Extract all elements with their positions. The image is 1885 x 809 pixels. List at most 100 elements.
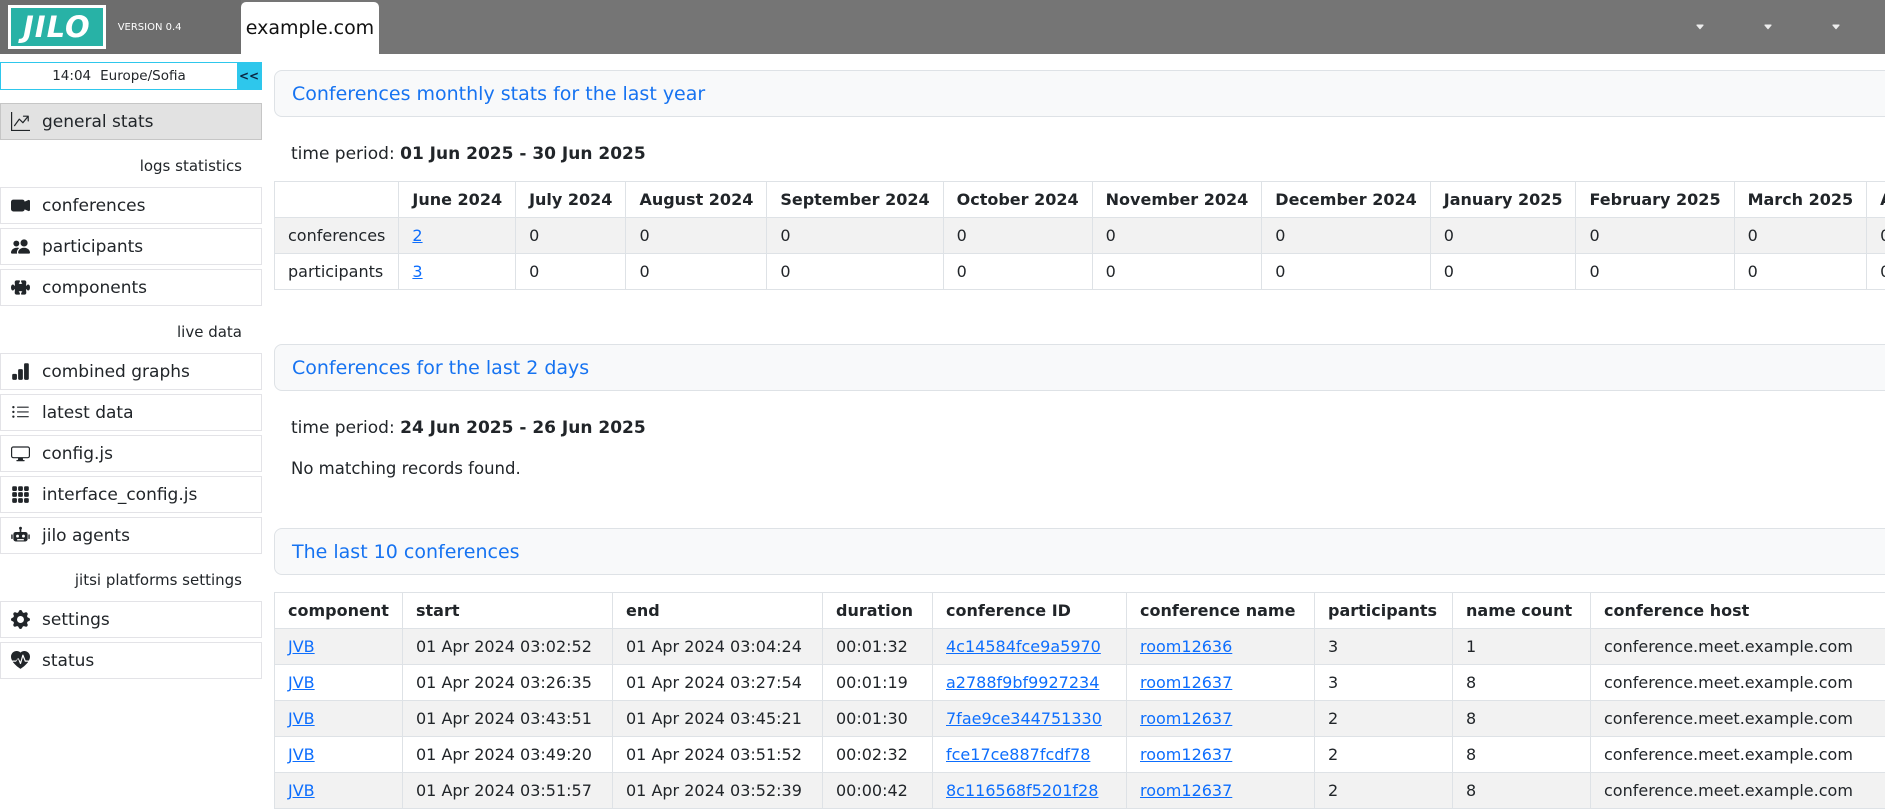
sidebar-item-label: combined graphs — [42, 361, 190, 382]
app-version: VERSION 0.4 — [117, 21, 182, 33]
table-link[interactable]: JVB — [288, 673, 315, 692]
sidebar-item-participants[interactable]: participants — [0, 228, 262, 265]
column-header: duration — [822, 592, 933, 629]
sidebar-section-label-platforms: jitsi platforms settings — [74, 571, 242, 589]
sidebar-item-jilo-agents[interactable]: jilo agents — [0, 517, 262, 554]
table-link[interactable]: room12637 — [1140, 745, 1233, 764]
last-10-conferences-table: component start end duration conference ID co… — [274, 592, 1885, 809]
table-link[interactable]: room12637 — [1140, 781, 1233, 800]
table-link[interactable]: a2788f9bf9927234 — [946, 673, 1100, 692]
table-cell: JVB — [274, 736, 403, 773]
card-header-last-10-conferences: The last 10 conferences — [274, 528, 1885, 575]
sidebar-item-interface-config-js[interactable]: interface_config.js — [0, 476, 262, 513]
table-cell: 0 — [766, 217, 944, 254]
sidebar-item-general-stats[interactable]: general stats — [0, 103, 262, 140]
sidebar-menu: general stats logs statistics conference… — [0, 103, 262, 679]
table-cell: fce17ce887fcdf78 — [932, 736, 1127, 773]
card-title: The last 10 conferences — [292, 540, 520, 563]
column-header: July 2024 — [515, 181, 627, 218]
table-link[interactable]: 3 — [412, 262, 423, 281]
table-header-row: June 2024 July 2024 August 2024 September 2… — [273, 181, 1885, 218]
table-cell: 0 — [942, 253, 1093, 290]
table-cell: 01 Apr 2024 03:27:54 — [612, 664, 823, 701]
column-header: April 2025 — [1866, 181, 1885, 218]
table-link[interactable]: JVB — [288, 709, 315, 728]
table-link[interactable]: room12637 — [1140, 673, 1233, 692]
clock-timezone: Europe/Sofia — [100, 68, 186, 84]
table-cell: room12637 — [1126, 736, 1315, 773]
column-header: August 2024 — [625, 181, 768, 218]
platform-tab-example-com[interactable]: example.com — [241, 2, 379, 54]
table-cell: 0 — [1733, 217, 1868, 254]
gear-icon — [11, 610, 30, 629]
table-row: JVB 01 Apr 2024 03:51:57 01 Apr 2024 03:52… — [274, 772, 1885, 809]
sidebar-item-combined-graphs[interactable]: combined graphs — [0, 353, 262, 390]
table-link[interactable]: JVB — [288, 637, 315, 656]
table-cell: 01 Apr 2024 03:43:51 — [402, 700, 613, 737]
table-link[interactable]: room12637 — [1140, 709, 1233, 728]
no-records-message: No matching records found. — [291, 459, 521, 478]
time-period-monthly: time period: 01 Jun 2025 - 30 Jun 2025 — [291, 144, 1885, 164]
sidebar-item-latest-data[interactable]: latest data — [0, 394, 262, 431]
user-menu-toggle[interactable] — [276, 22, 1705, 72]
table-cell: 01 Apr 2024 03:26:35 — [402, 664, 613, 701]
chevron-down-icon — [1696, 24, 1704, 30]
table-cell: 0 — [1261, 253, 1431, 290]
sidebar-item-label: config.js — [42, 443, 114, 464]
video-camera-icon — [11, 199, 30, 212]
info-menu-toggle[interactable] — [274, 22, 1841, 74]
sidebar-item-settings[interactable]: settings — [0, 601, 262, 638]
table-cell: 0 — [766, 253, 944, 290]
table-link[interactable]: JVB — [288, 745, 315, 764]
sidebar-item-components[interactable]: components — [0, 269, 262, 306]
sidebar-item-config-js[interactable]: config.js — [0, 435, 262, 472]
column-header: March 2025 — [1733, 181, 1868, 218]
card-title: Conferences for the last 2 days — [292, 356, 590, 379]
column-header: end — [612, 592, 823, 629]
table-cell: conference.meet.example.com — [1590, 664, 1885, 701]
table-cell: 01 Apr 2024 03:49:20 — [402, 736, 613, 773]
table-link[interactable]: JVB — [288, 781, 315, 800]
table-cell: 01 Apr 2024 03:51:52 — [612, 736, 823, 773]
chart-line-icon — [11, 112, 30, 131]
sidebar-item-status[interactable]: status — [0, 642, 262, 679]
table-link[interactable]: 2 — [412, 226, 423, 245]
table-row: participants3000000000000 — [273, 253, 1885, 290]
column-header: January 2025 — [1429, 181, 1577, 218]
table-link[interactable]: room12636 — [1140, 637, 1233, 656]
sidebar-item-conferences[interactable]: conferences — [0, 187, 262, 224]
table-link[interactable]: 4c14584fce9a5970 — [946, 637, 1101, 656]
table-link[interactable]: 8c116568f5201f28 — [946, 781, 1099, 800]
sidebar-item-label: conferences — [42, 195, 146, 216]
top-header: JILO VERSION 0.4 example.com — [0, 0, 1885, 74]
table-row: JVB 01 Apr 2024 03:02:52 01 Apr 2024 03:04… — [274, 628, 1885, 665]
platform-tab-label: example.com — [245, 17, 375, 39]
table-cell: room12637 — [1126, 700, 1315, 737]
sidebar: 14:04 Europe/Sofia << general stats logs… — [0, 54, 262, 683]
table-cell: 00:01:30 — [822, 700, 933, 737]
table-cell: JVB — [274, 772, 403, 809]
column-header: December 2024 — [1261, 181, 1431, 218]
sidebar-item-label: interface_config.js — [42, 484, 198, 505]
table-link[interactable]: fce17ce887fcdf78 — [946, 745, 1091, 764]
sidebar-collapse-button[interactable]: << — [237, 63, 261, 89]
table-cell: JVB — [274, 664, 403, 701]
table-link[interactable]: 7fae9ce344751330 — [946, 709, 1102, 728]
time-period-value: 24 Jun 2025 - 26 Jun 2025 — [400, 418, 646, 438]
column-header: conference host — [1590, 592, 1885, 629]
table-cell: room12637 — [1126, 772, 1315, 809]
table-row: JVB 01 Apr 2024 03:43:51 01 Apr 2024 03:45… — [274, 700, 1885, 737]
table-cell: 7fae9ce344751330 — [932, 700, 1127, 737]
sidebar-item-label: jilo agents — [42, 525, 130, 546]
sidebar-item-label: general stats — [42, 111, 154, 132]
settings-menu-toggle[interactable] — [274, 22, 1773, 74]
card-header-monthly-stats: Conferences monthly stats for the last y… — [274, 70, 1885, 117]
bar-chart-icon — [12, 363, 29, 380]
table-cell: 2 — [1314, 772, 1453, 809]
sidebar-section-label-logs: logs statistics — [139, 157, 242, 175]
list-icon — [12, 405, 29, 418]
table-cell: 3 — [1314, 664, 1453, 701]
table-cell: 0 — [1429, 253, 1577, 290]
chevron-down-icon — [1764, 24, 1772, 30]
table-row: JVB 01 Apr 2024 03:26:35 01 Apr 2024 03:27… — [274, 664, 1885, 701]
